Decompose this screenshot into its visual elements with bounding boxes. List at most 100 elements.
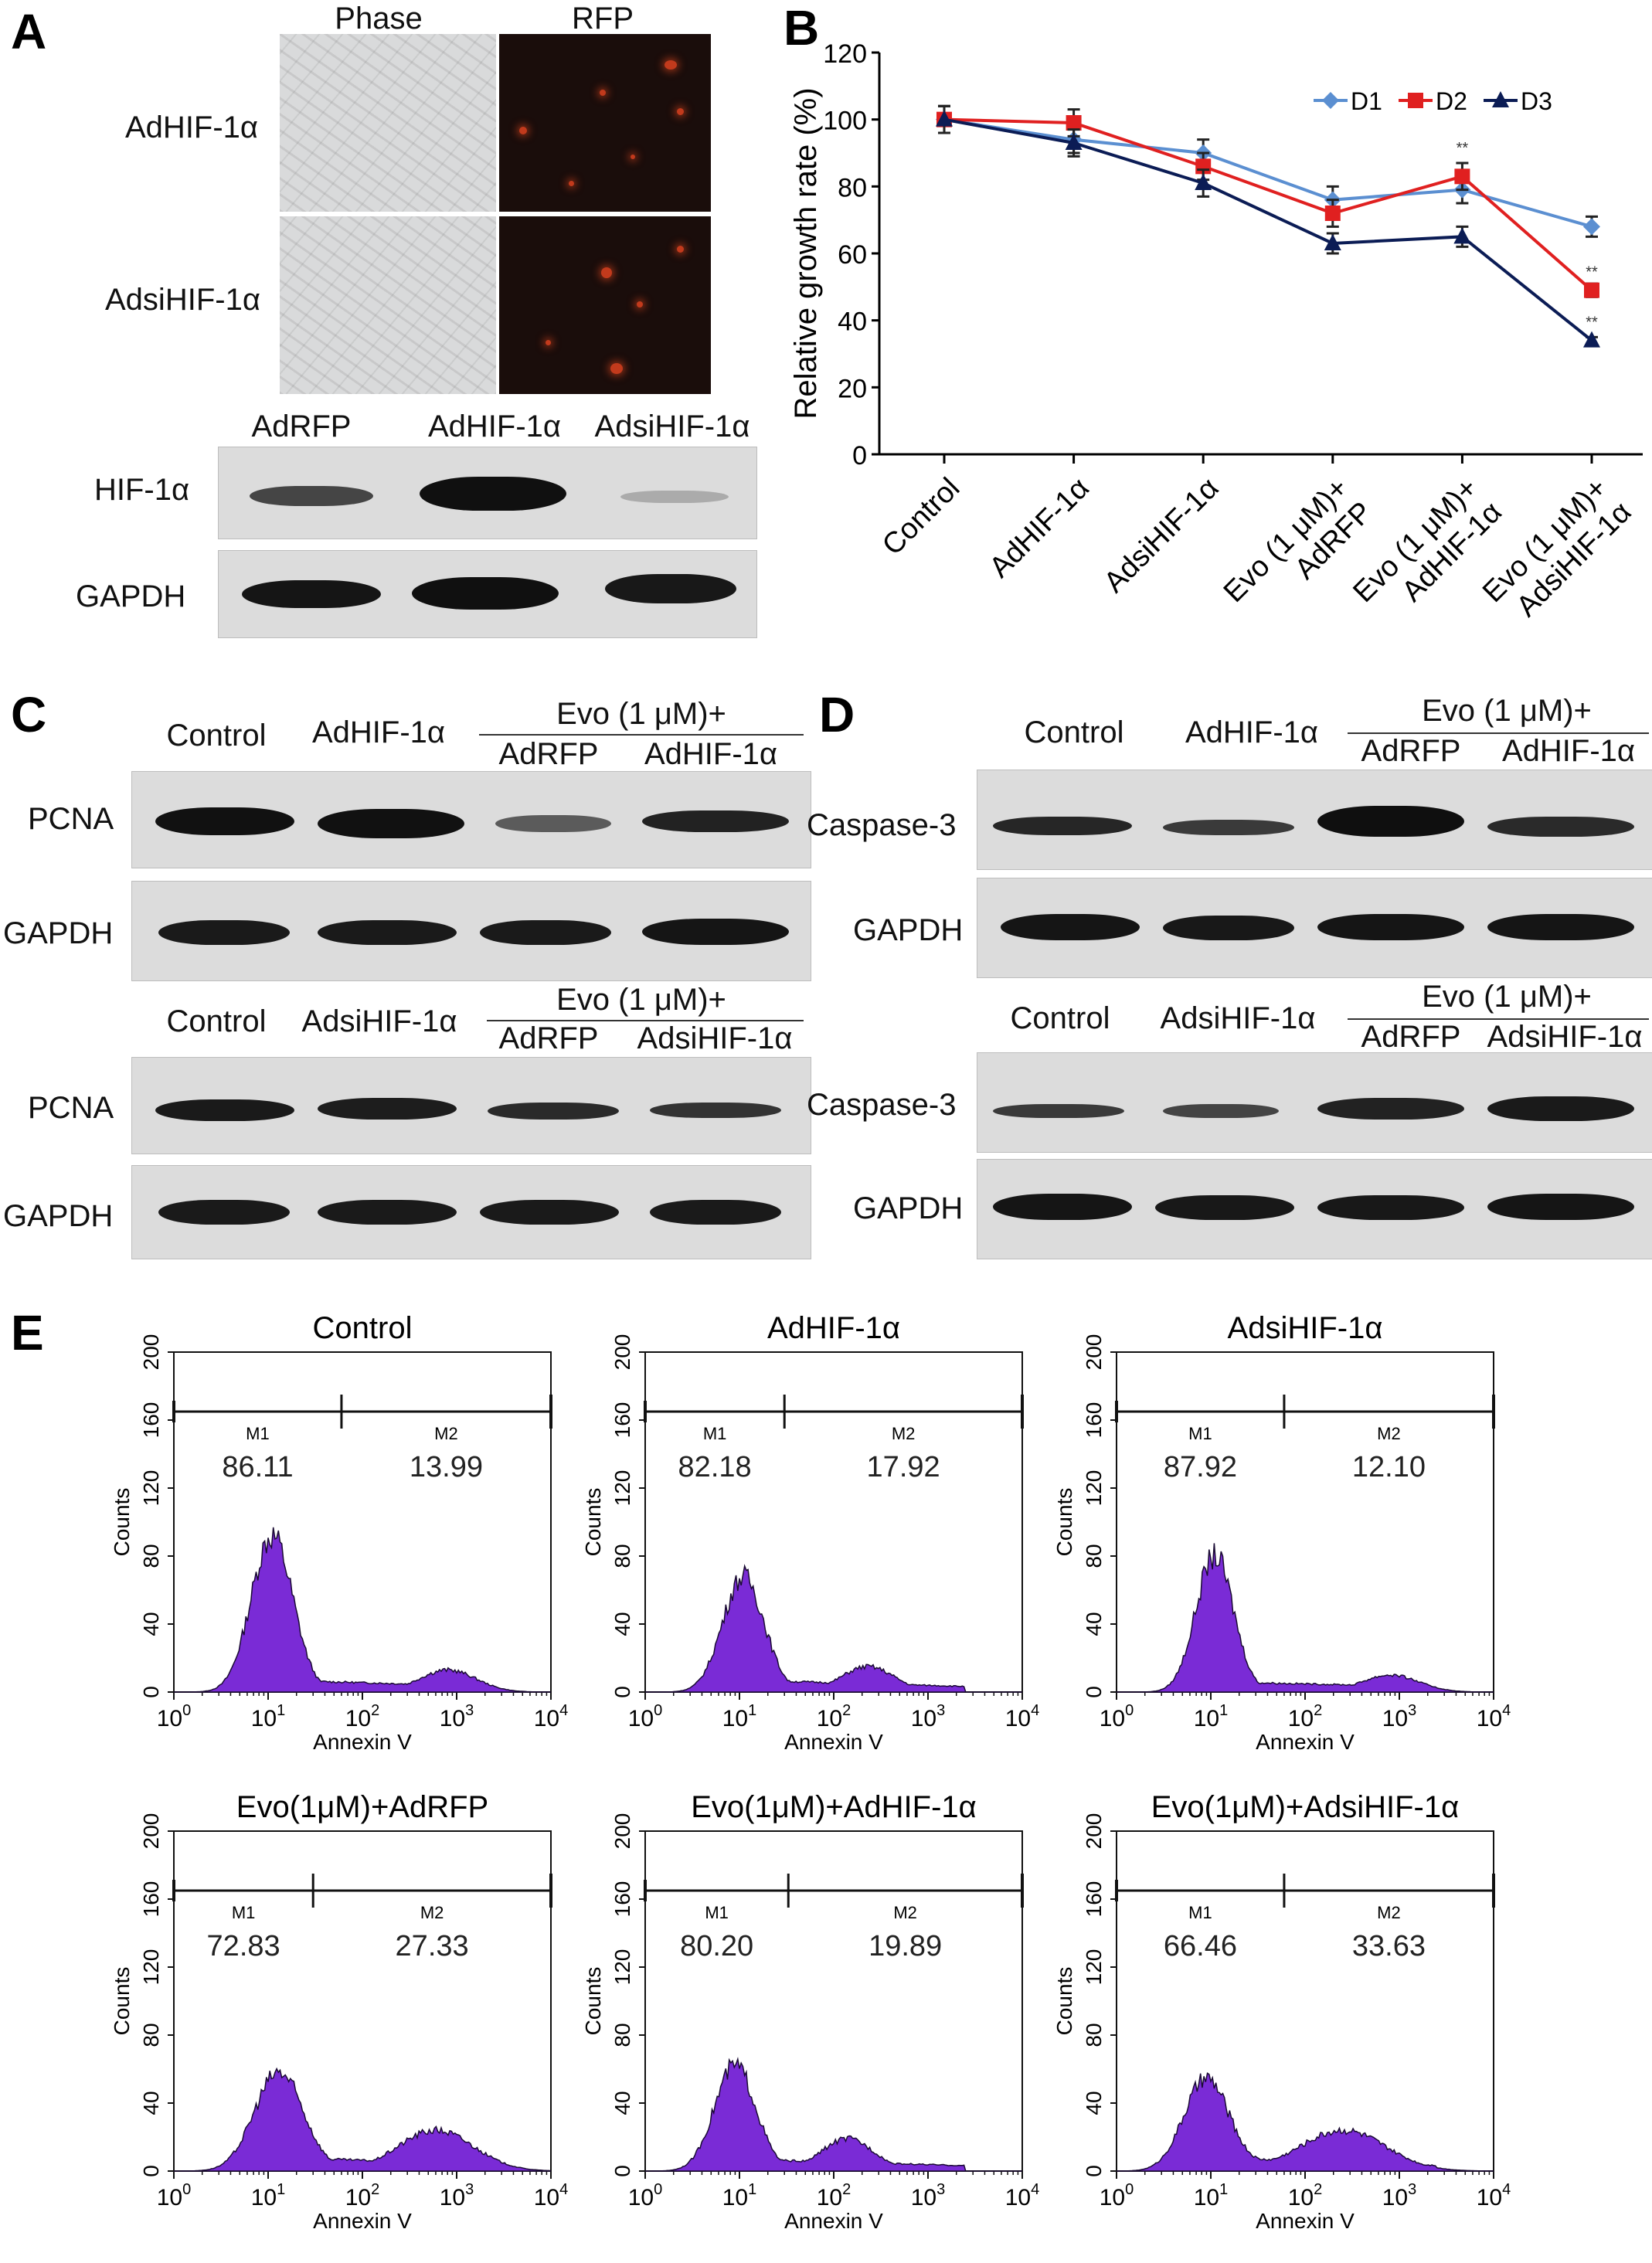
y-tick-label: 160 [610,1881,634,1918]
rfp-image-adhif [499,34,711,212]
gate-label-m2: M2 [893,1903,917,1922]
series-D3 [936,104,1600,348]
x-axis-label: Annexin V [313,2209,412,2233]
histogram-5: Evo(1μM)+AdHIF-1α 0 40 80 120 160 200 Counts 100… [581,1790,1039,2233]
c-top-row-pcna: PCNA [28,802,114,836]
x-tick-label: 103 [911,2181,946,2210]
x-tick-label: 104 [534,2181,569,2210]
c-bot-row-pcna: PCNA [28,1091,114,1125]
c-bot-lane-adrfp: AdRFP [498,1021,599,1055]
plot-frame [644,1830,1023,2172]
y-tick-label: 0 [139,1686,163,1698]
d-top-lane-adhif: AdHIF-1α [1185,715,1319,749]
x-tick-label: 102 [817,2181,851,2210]
data-point [1324,234,1341,250]
data-point [1408,93,1423,108]
d-top-row-gapdh: GAPDH [853,913,964,947]
y-tick-label: 120 [1082,1949,1106,1986]
c-bot-group-header: Evo (1 μM)+ [556,983,726,1017]
d-top-lane-adrfp: AdRFP [1361,734,1461,768]
y-tick-label: 160 [139,1881,163,1918]
x-axis-label: Annexin V [1256,2209,1355,2233]
blot-lane-adsihif: AdsiHIF-1α [594,409,750,443]
gate-percent-m2: 13.99 [410,1451,483,1483]
y-tick-label: 40 [610,2091,634,2115]
blot-d-bot-gapdh [977,1159,1652,1259]
c-top-lane-adrfp: AdRFP [498,737,599,771]
histogram-area [645,1564,1022,1693]
y-tick-label: 160 [610,1402,634,1439]
y-tick-label: 80 [1082,1544,1106,1568]
data-point [1066,115,1082,131]
y-tick-label: 40 [838,308,867,337]
x-axis-label: Annexin V [313,1730,412,1754]
c-top-lane-adhif2: AdHIF-1α [644,737,778,771]
y-tick-label: 0 [852,441,867,471]
y-tick-label: 200 [610,1813,634,1850]
gate-label-m1: M1 [1188,1424,1212,1443]
c-bot-group-line [487,1020,804,1021]
histogram-title: Evo(1μM)+AdsiHIF-1α [1151,1790,1459,1824]
y-tick-label: 160 [1082,1402,1106,1439]
gate-label-m2: M2 [420,1903,444,1922]
histogram-title: Evo(1μM)+AdRFP [236,1790,488,1824]
data-point [1065,134,1083,150]
phase-header: Phase [335,2,423,36]
y-tick-label: 60 [838,240,867,270]
gate-percent-m1: 87.92 [1164,1451,1237,1483]
plot-frame [644,1351,1023,1693]
y-tick-label: 100 [823,107,867,136]
y-axis-label: Counts [110,1967,134,2036]
x-tick-label: 103 [1382,1702,1417,1731]
y-tick-label: 200 [139,1813,163,1850]
x-tick-label: 101 [1194,1702,1229,1731]
gate-label-m1: M1 [703,1424,727,1443]
blot-d-top-gapdh [977,878,1652,978]
y-tick-label: 0 [610,1686,634,1698]
y-tick-label: 120 [610,1949,634,1986]
data-point [1584,282,1599,298]
x-tick-label: AdsiHIF-1α [1098,472,1225,600]
series-line [943,117,1593,292]
plot-frame [173,1830,552,2172]
gate-percent-m1: 80.20 [680,1930,753,1962]
row-label-adsihif: AdsiHIF-1α [105,283,260,317]
significance-mark: ** [1586,263,1598,280]
blot-row-gapdh-a: GAPDH [76,579,186,613]
d-top-lane-adhif2: AdHIF-1α [1501,734,1636,768]
row-label-adhif: AdHIF-1α [125,110,259,144]
panel-letter-e: E [11,1305,44,1361]
gate-percent-m1: 82.18 [678,1451,752,1483]
histogram-1: Control 0 40 80 120 160 200 Counts 100 101 102 103 1… [110,1311,568,1754]
data-point [1492,91,1509,107]
y-tick-label: 120 [1082,1470,1106,1507]
y-tick-label: 20 [838,374,867,403]
panel-letter-c: C [11,687,47,742]
histogram-area [1117,1543,1494,1693]
y-tick-label: 120 [610,1470,634,1507]
c-bot-lane-adsihif: AdsiHIF-1α [301,1004,457,1038]
gate-label-m2: M2 [892,1424,916,1443]
d-bot-lane-adsihif2: AdsiHIF-1α [1487,1020,1643,1054]
data-point [936,110,953,127]
x-tick-label: Evo (1 μM)+AdRFP [1218,472,1378,633]
y-tick-label: 120 [139,1470,163,1507]
y-tick-label: 80 [139,2023,163,2047]
x-tick-label: AdHIF-1α [984,472,1096,584]
gate-label-m2: M2 [1377,1424,1401,1443]
y-tick-label: 80 [139,1544,163,1568]
blot-hif-a [218,447,757,539]
x-tick-label: 101 [1194,2181,1229,2210]
gate-label-m2: M2 [434,1424,458,1443]
gate-percent-m2: 33.63 [1352,1930,1426,1962]
x-tick-label: 101 [722,2181,757,2210]
x-tick-label: Control [876,472,966,562]
gate-label-m1: M1 [705,1903,729,1922]
x-tick-label: 100 [1100,2181,1134,2210]
significance-mark: ** [1586,314,1598,331]
panel-letter-d: D [819,687,855,742]
c-bot-row-gapdh: GAPDH [3,1199,114,1233]
histogram-title: Evo(1μM)+AdHIF-1α [691,1790,977,1824]
panel-letter-b: B [784,0,819,56]
x-tick-label: 100 [628,2181,663,2210]
